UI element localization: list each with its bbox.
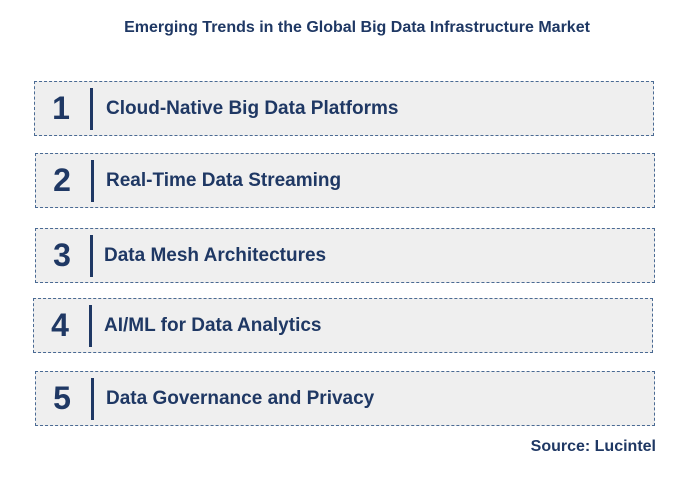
trend-item-2: 2 Real-Time Data Streaming (35, 153, 655, 208)
trend-item-5: 5 Data Governance and Privacy (35, 371, 655, 426)
trend-label: AI/ML for Data Analytics (104, 314, 322, 336)
trend-number: 2 (53, 162, 71, 198)
trend-item-1: 1 Cloud-Native Big Data Platforms (34, 81, 654, 136)
divider (90, 235, 93, 277)
trend-label: Data Mesh Architectures (104, 244, 327, 266)
trend-number: 4 (51, 307, 69, 343)
trend-label: Real-Time Data Streaming (106, 169, 342, 191)
trend-label: Cloud-Native Big Data Platforms (106, 97, 399, 119)
trend-item-4: 4 AI/ML for Data Analytics (33, 298, 653, 353)
source-note: Source: Lucintel (530, 438, 656, 455)
trend-number: 5 (53, 380, 71, 416)
divider (91, 378, 94, 420)
page-title: Emerging Trends in the Global Big Data I… (124, 19, 590, 36)
divider (89, 305, 92, 347)
divider (90, 88, 93, 130)
divider (91, 160, 94, 202)
trend-number: 3 (53, 237, 71, 273)
trend-number: 1 (52, 90, 70, 126)
trend-label: Data Governance and Privacy (106, 387, 375, 409)
trend-item-3: 3 Data Mesh Architectures (35, 228, 655, 283)
